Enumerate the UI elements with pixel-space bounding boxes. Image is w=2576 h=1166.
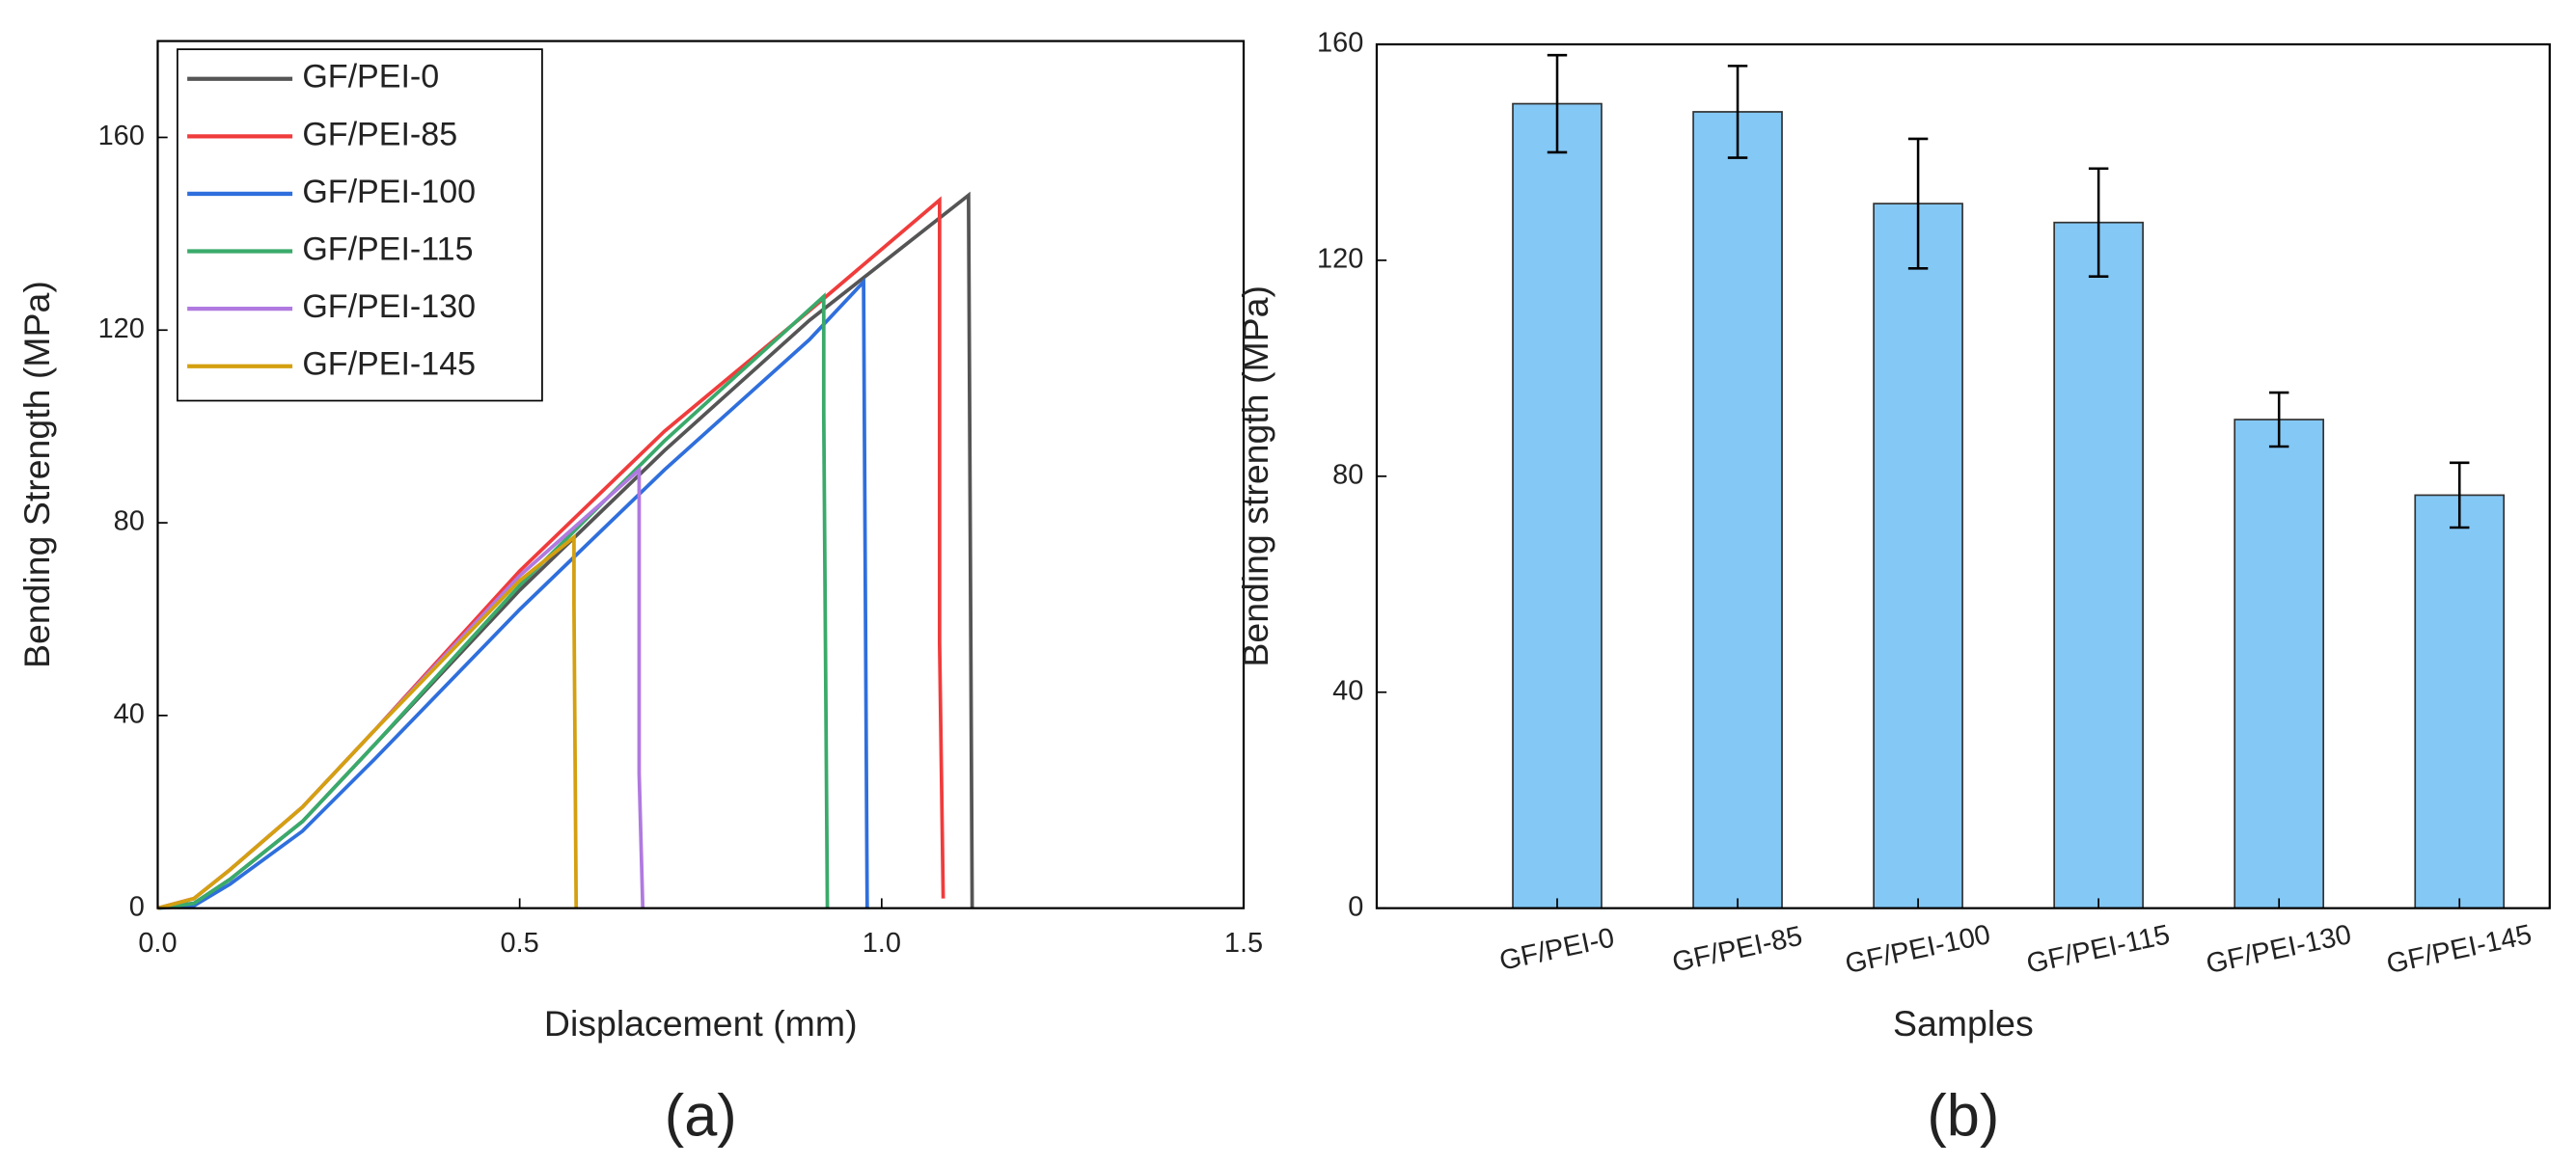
y-tick-label: 0 bbox=[1348, 891, 1363, 922]
y-tick-label: 160 bbox=[1317, 28, 1363, 59]
error-bar bbox=[1547, 53, 1568, 154]
x-tick-label: 0.0 bbox=[138, 928, 177, 959]
y-tick-label: 120 bbox=[98, 313, 145, 344]
error-bar bbox=[1907, 137, 1929, 270]
y-tick-label: 160 bbox=[98, 121, 145, 151]
x-tick-label: GF/PEI-115 bbox=[2024, 919, 2173, 980]
x-tick-label: 1.0 bbox=[863, 928, 901, 959]
error-bar bbox=[1727, 65, 1748, 159]
bar bbox=[2053, 221, 2144, 909]
bar bbox=[1512, 102, 1603, 909]
line-series bbox=[157, 277, 869, 910]
y-tick-label: 80 bbox=[1332, 459, 1363, 490]
legend-label: GF/PEI-145 bbox=[302, 346, 476, 383]
bar bbox=[2233, 419, 2325, 909]
y-tick-label: 120 bbox=[1317, 244, 1363, 275]
line-series bbox=[156, 533, 579, 910]
x-tick-label: GF/PEI-130 bbox=[2204, 919, 2354, 980]
error-bar bbox=[2268, 391, 2289, 448]
bar bbox=[2414, 494, 2506, 909]
y-tick-label: 80 bbox=[114, 506, 145, 537]
line-series bbox=[157, 292, 830, 910]
legend-label: GF/PEI-100 bbox=[302, 174, 476, 210]
legend-label: GF/PEI-85 bbox=[302, 116, 457, 152]
y-axis-title: Bending strength (MPa) bbox=[1235, 285, 1275, 667]
x-tick-label: GF/PEI-100 bbox=[1843, 919, 1993, 980]
legend-label: GF/PEI-130 bbox=[302, 288, 476, 325]
x-tick-label: GF/PEI-145 bbox=[2384, 919, 2535, 980]
x-axis-title: Samples bbox=[1893, 1003, 2034, 1044]
bar bbox=[1873, 203, 1963, 909]
legend-box bbox=[177, 48, 543, 402]
x-tick-label: 1.5 bbox=[1224, 928, 1263, 959]
error-bar bbox=[2088, 167, 2109, 278]
y-tick-label: 0 bbox=[129, 891, 145, 922]
plot-frame bbox=[1375, 42, 2551, 909]
x-axis-title: Displacement (mm) bbox=[544, 1003, 858, 1044]
caption: (b) bbox=[1927, 1083, 1999, 1149]
plot-frame bbox=[156, 40, 1246, 909]
caption: (a) bbox=[665, 1083, 737, 1149]
legend-label: GF/PEI-0 bbox=[302, 59, 439, 95]
y-tick-label: 40 bbox=[1332, 675, 1363, 706]
legend-label: GF/PEI-115 bbox=[302, 231, 473, 268]
error-bar bbox=[2450, 461, 2470, 529]
x-tick-label: GF/PEI-85 bbox=[1670, 921, 1805, 979]
y-axis-title: Bending Strength (MPa) bbox=[16, 281, 57, 668]
x-tick-label: 0.5 bbox=[501, 928, 539, 959]
bar bbox=[1692, 111, 1783, 909]
y-tick-label: 40 bbox=[114, 699, 145, 730]
x-tick-label: GF/PEI-0 bbox=[1496, 922, 1617, 976]
